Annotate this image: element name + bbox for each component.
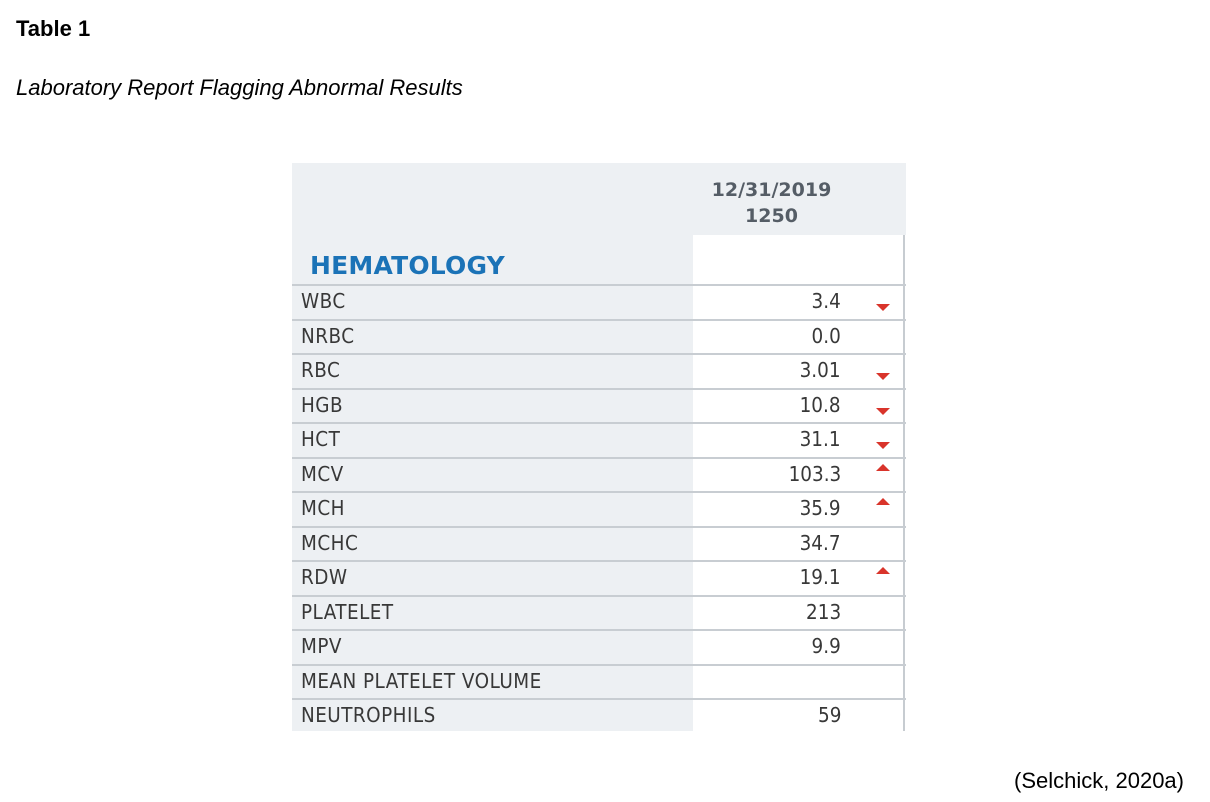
high-flag-icon [876,498,890,505]
table-row: RDW 19.1 [292,560,906,595]
test-value: 213 [805,599,841,624]
test-name: HCT [301,427,341,451]
test-value: 35.9 [800,496,841,520]
low-flag-icon [876,304,890,311]
test-name: HGB [301,392,344,417]
table-row: NEUTROPHILS 59 [292,698,906,733]
table-number: Table 1 [16,16,91,41]
table-row: WBC 3.4 [292,284,906,319]
section-title: HEMATOLOGY [310,251,505,280]
test-name: MPV [301,634,342,658]
table-row: PLATELET 213 [292,594,906,630]
result-rows: WBC 3.4 NRBC 0.0 RBC 3.01 HGB 10.8 HCT 31.1 MCV 103… [292,284,906,733]
test-value: 0.0 [811,323,841,348]
test-value: 10.8 [800,392,841,417]
test-name: NEUTROPHILS [301,703,436,727]
test-name: RDW [301,565,348,589]
table-row: HGB 10.8 [292,387,906,423]
test-name: WBC [301,289,346,313]
test-value: 59 [817,703,841,727]
report-header: 12/31/2019 1250 [292,163,906,235]
result-date: 12/31/2019 [711,179,832,201]
test-value: 31.1 [800,427,841,451]
test-name: PLATELET [301,599,394,624]
table-right-border [903,235,905,731]
low-flag-icon [876,373,890,380]
citation: (Selchick, 2020a) [1014,768,1184,793]
low-flag-icon [876,407,890,415]
test-name: NRBC [301,323,355,348]
table-row: HCT 31.1 [292,422,906,457]
test-value: 3.4 [811,289,841,313]
test-value: 103.3 [788,461,841,486]
table-row: MCH 35.9 [292,491,906,526]
low-flag-icon [876,442,890,449]
table-caption: Laboratory Report Flagging Abnormal Resu… [16,75,463,100]
test-value: 34.7 [800,530,841,555]
table-row: MPV 9.9 [292,629,906,664]
table-row: MCV 103.3 [292,456,906,492]
test-name: MCH [301,496,345,520]
test-name-column [292,235,693,731]
lab-report: 12/31/2019 1250 HEMATOLOGY WBC 3.4 NRBC 0.0… [292,163,906,731]
table-row: NRBC 0.0 [292,318,906,354]
table-row: MEAN PLATELET VOLUME [292,663,906,699]
high-flag-icon [876,463,890,471]
test-value: 9.9 [811,634,841,658]
test-value: 19.1 [800,565,841,589]
table-row: RBC 3.01 [292,353,906,388]
high-flag-icon [876,567,890,574]
test-name: MCV [301,461,344,486]
test-value: 3.01 [800,358,841,382]
result-time: 1250 [745,205,798,227]
result-column-header: 12/31/2019 1250 [693,177,850,229]
test-name: RBC [301,358,341,382]
test-name: MEAN PLATELET VOLUME [301,668,542,693]
test-name: MCHC [301,530,359,555]
table-row: MCHC 34.7 [292,525,906,561]
